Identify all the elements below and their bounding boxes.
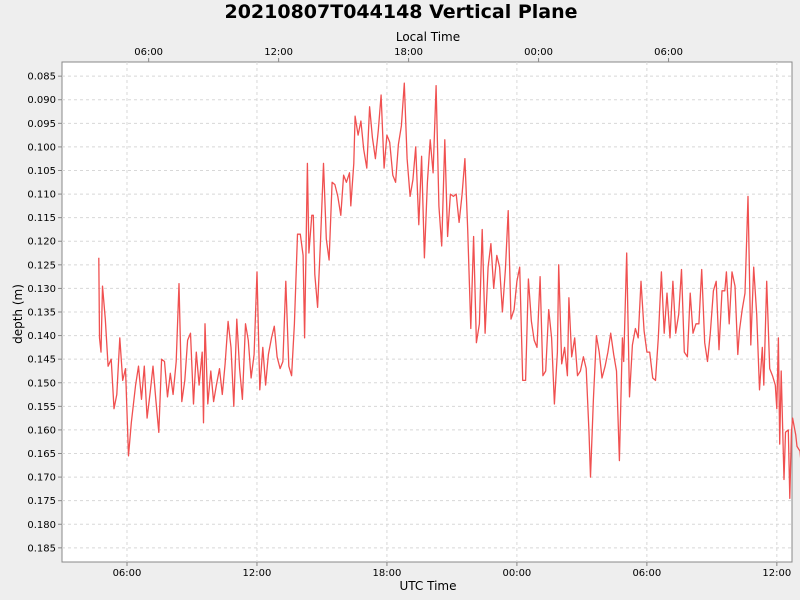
x-tick-label: 12:00 — [762, 568, 791, 579]
x-tick-label: 06:00 — [113, 568, 142, 579]
y-tick-label: 0.120 — [27, 237, 56, 248]
y-tick-label: 0.115 — [27, 213, 56, 224]
y-tick-label: 0.155 — [27, 402, 56, 413]
grid — [62, 62, 792, 562]
x-tick-label: 12:00 — [243, 568, 272, 579]
x2-axis-title: Local Time — [396, 30, 460, 44]
y-tick-label: 0.175 — [27, 496, 56, 507]
y-tick-label: 0.085 — [27, 72, 56, 83]
y-axis-title: depth (m) — [11, 284, 25, 344]
y-tick-label: 0.135 — [27, 308, 56, 319]
x2-tick-label: 06:00 — [134, 47, 163, 58]
y-tick-label: 0.180 — [27, 520, 56, 531]
y-tick-label: 0.145 — [27, 355, 56, 366]
y-tick-label: 0.140 — [27, 331, 56, 342]
y-tick-label: 0.130 — [27, 284, 56, 295]
y-tick-label: 0.170 — [27, 473, 56, 484]
x2-tick-label: 00:00 — [524, 47, 553, 58]
x2-tick-label: 18:00 — [394, 47, 423, 58]
y-tick-label: 0.125 — [27, 260, 56, 271]
y-tick-label: 0.150 — [27, 378, 56, 389]
y-tick-label: 0.185 — [27, 543, 56, 554]
axes: 0.085 0.090 0.095 0.100 0.105 0.110 0.115 0.120… — [27, 47, 791, 579]
x-tick-label: 06:00 — [632, 568, 661, 579]
x-tick-label: 18:00 — [373, 568, 402, 579]
y-tick-label: 0.160 — [27, 425, 56, 436]
series-layer — [98, 82, 800, 499]
chart-title: 20210807T044148 Vertical Plane — [224, 1, 577, 23]
y-tick-label: 0.090 — [27, 95, 56, 106]
depth-series-line — [98, 82, 800, 499]
x-tick-label: 00:00 — [502, 568, 531, 579]
x2-tick-label: 12:00 — [264, 47, 293, 58]
x-axis-title: UTC Time — [400, 579, 457, 593]
y-tick-label: 0.110 — [27, 190, 56, 201]
x2-tick-label: 06:00 — [654, 47, 683, 58]
y-tick-label: 0.095 — [27, 119, 56, 130]
y-tick-label: 0.105 — [27, 166, 56, 177]
y-tick-label: 0.100 — [27, 142, 56, 153]
y-tick-label: 0.165 — [27, 449, 56, 460]
